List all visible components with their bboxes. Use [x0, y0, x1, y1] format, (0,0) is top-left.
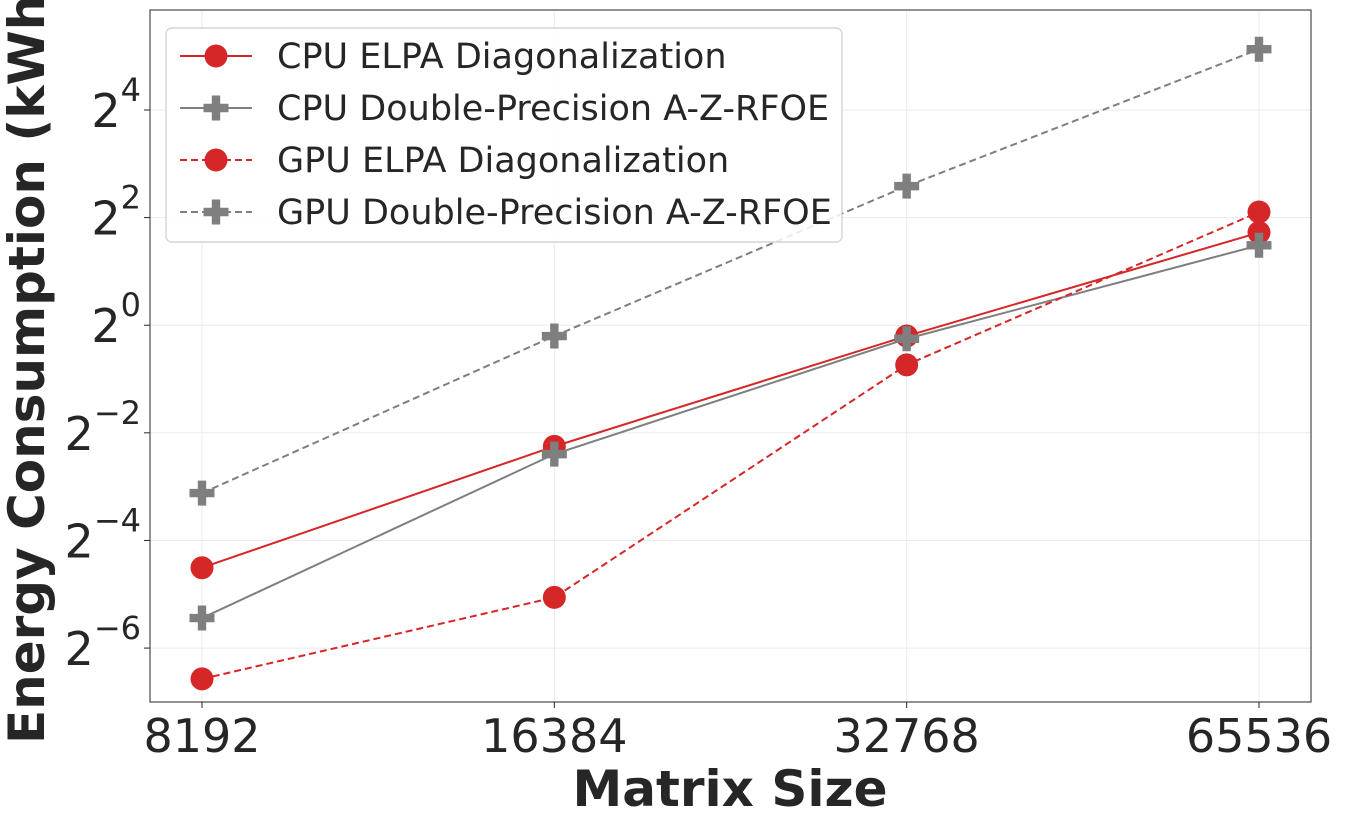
data-point — [190, 556, 214, 580]
x-axis-label: Matrix Size — [572, 760, 887, 818]
data-point — [894, 173, 920, 199]
data-point — [190, 667, 214, 691]
data-point — [189, 605, 215, 631]
data-point — [189, 480, 215, 506]
data-point — [541, 441, 567, 467]
y-tick-label: 22 — [91, 179, 141, 246]
legend-marker — [204, 44, 228, 68]
series-4 — [189, 36, 1272, 506]
legend-label: GPU Double-Precision A-Z-RFOE — [277, 193, 832, 233]
data-point — [1246, 36, 1272, 62]
chart-legend: CPU ELPA Diagonalization CPU Double-Preci… — [165, 27, 843, 243]
legend-marker — [204, 148, 228, 172]
series-line — [201, 211, 1260, 680]
x-tick-label: 65536 — [1186, 709, 1332, 763]
data-point — [895, 353, 919, 377]
legend-label: CPU Double-Precision A-Z-RFOE — [277, 89, 829, 129]
series-2 — [189, 232, 1272, 631]
y-tick-label: 2−6 — [65, 609, 141, 676]
legend-entry: GPU ELPA Diagonalization — [180, 141, 729, 181]
legend-entry: CPU ELPA Diagonalization — [180, 37, 727, 77]
series-line — [201, 244, 1260, 619]
x-tick-label: 8192 — [143, 709, 260, 763]
y-tick-label: 24 — [91, 71, 141, 138]
data-point — [542, 585, 566, 609]
series-3 — [190, 200, 1271, 691]
plot-frame — [149, 9, 1312, 703]
series-line — [201, 231, 1260, 569]
data-point — [541, 323, 567, 349]
data-point — [1247, 200, 1271, 224]
y-tick-label: 2−4 — [65, 501, 141, 568]
legend-marker — [203, 95, 229, 121]
legend-entry: CPU Double-Precision A-Z-RFOE — [180, 89, 829, 129]
legend-entry: GPU Double-Precision A-Z-RFOE — [180, 193, 832, 233]
x-axis-ticks: 8192 16384 32768 65536 — [143, 702, 1332, 763]
data-point — [894, 326, 920, 352]
x-tick-label: 32768 — [833, 709, 979, 763]
y-axis-ticks: 2−6 2−4 2−2 20 22 24 — [65, 71, 150, 676]
y-axis-label: Energy Consumption (kWh) — [0, 0, 56, 744]
series-line — [201, 48, 1260, 495]
data-point — [1247, 221, 1271, 245]
series-1 — [190, 221, 1271, 580]
plot-series — [189, 36, 1272, 691]
legend-label: CPU ELPA Diagonalization — [277, 37, 727, 77]
legend-marker — [203, 199, 229, 225]
x-tick-label: 16384 — [481, 709, 627, 763]
legend-box — [165, 27, 843, 243]
legend-label: GPU ELPA Diagonalization — [277, 141, 729, 181]
data-point — [1246, 232, 1272, 258]
y-tick-label: 20 — [91, 286, 141, 353]
y-tick-label: 2−2 — [65, 394, 141, 461]
